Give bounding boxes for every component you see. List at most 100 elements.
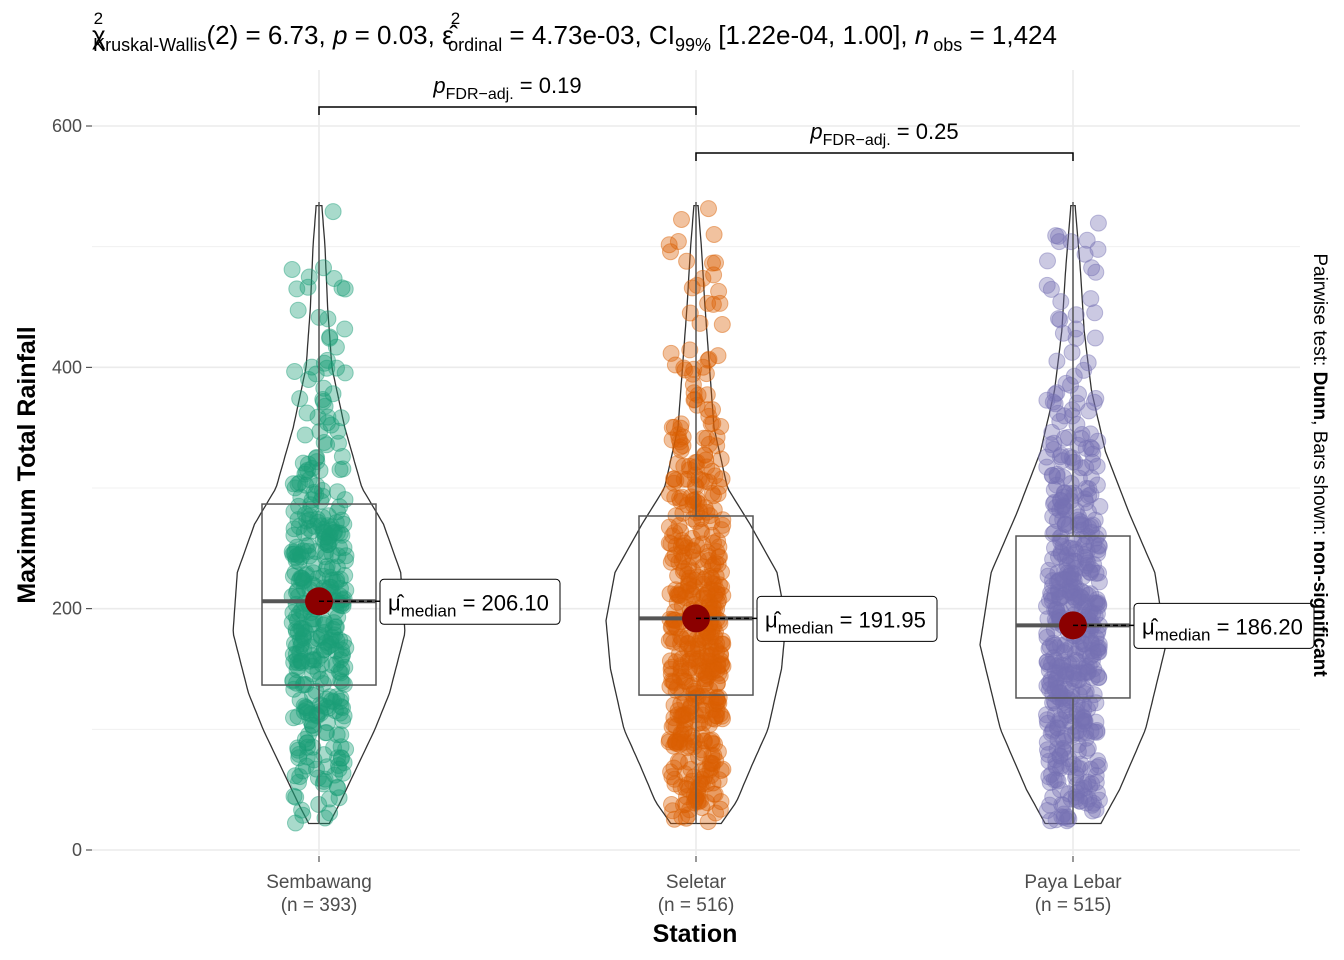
data-point [1046, 706, 1064, 724]
data-point [1053, 796, 1071, 814]
data-point [1082, 486, 1100, 504]
data-point [1089, 432, 1107, 450]
data-point [304, 651, 322, 669]
data-point [699, 547, 717, 565]
data-point [1050, 227, 1067, 245]
data-point [1058, 706, 1076, 724]
data-point [1054, 741, 1072, 759]
data-point [1075, 709, 1092, 727]
data-point [1052, 759, 1070, 777]
data-point [304, 647, 322, 665]
data-point [1082, 722, 1100, 740]
data-point [292, 654, 310, 672]
data-point [1052, 711, 1070, 729]
data-point [1054, 687, 1072, 705]
data-point [703, 759, 721, 776]
data-point [305, 555, 323, 573]
data-point [673, 552, 691, 570]
data-point [1055, 587, 1073, 605]
data-point [1078, 742, 1096, 760]
data-point [1088, 722, 1106, 739]
data-point [284, 567, 302, 585]
data-point [700, 435, 718, 453]
data-point [299, 461, 317, 479]
data-point [1083, 634, 1100, 652]
data-point [690, 470, 708, 488]
data-point [698, 775, 716, 793]
data-point [1076, 245, 1094, 263]
data-point [708, 543, 726, 560]
data-point [693, 799, 711, 817]
data-point [1054, 796, 1072, 814]
data-point [288, 651, 306, 669]
data-point [294, 806, 312, 824]
data-point [328, 571, 346, 589]
data-point [1053, 808, 1071, 826]
data-point [696, 632, 714, 650]
data-point [711, 800, 729, 818]
data-point [713, 632, 731, 650]
data-point [666, 356, 684, 374]
data-point [1044, 577, 1061, 595]
data-point [1063, 655, 1081, 673]
data-point [688, 396, 706, 414]
median-value: = 191.95 [833, 607, 925, 632]
data-point [1038, 458, 1056, 476]
data-point [1048, 512, 1066, 530]
data-point [675, 548, 693, 566]
data-point [324, 656, 341, 674]
data-point [665, 696, 683, 714]
data-point [663, 658, 681, 676]
data-point [1049, 731, 1067, 748]
data-point [331, 524, 349, 542]
data-point [309, 570, 327, 587]
data-point [336, 658, 354, 676]
data-point [331, 631, 349, 649]
data-point [1082, 517, 1100, 535]
data-point [1063, 401, 1081, 419]
data-point [287, 645, 305, 663]
data-point [319, 517, 337, 535]
data-point [698, 584, 716, 602]
data-point [1091, 498, 1109, 515]
data-point [1039, 567, 1057, 585]
data-point [1083, 669, 1101, 687]
data-point [708, 674, 726, 692]
data-point [335, 707, 353, 725]
data-point [1081, 563, 1099, 581]
data-point [1067, 790, 1085, 808]
data-point [1063, 707, 1081, 725]
data-point [694, 558, 712, 576]
data-point [303, 522, 321, 540]
data-point [1090, 564, 1107, 582]
data-point [660, 632, 678, 650]
data-point [290, 553, 308, 571]
data-point [1074, 664, 1092, 682]
data-point [305, 651, 323, 669]
y-tick-label: 600 [52, 116, 82, 136]
data-point [1051, 747, 1069, 765]
data-point [323, 571, 341, 589]
data-point [315, 259, 332, 277]
data-point [330, 760, 348, 778]
data-point [1066, 579, 1083, 597]
data-point [329, 503, 346, 521]
data-point [328, 483, 346, 501]
data-point [337, 740, 355, 758]
data-point [1050, 583, 1067, 601]
median-label: μ̂median = 186.20 [1142, 614, 1303, 644]
data-point [1075, 537, 1093, 555]
data-point [1048, 601, 1065, 619]
data-point [711, 548, 728, 566]
data-point [308, 453, 326, 471]
data-point [1058, 581, 1076, 599]
data-point [1063, 682, 1081, 700]
data-point [704, 659, 722, 677]
data-point [700, 407, 718, 425]
data-point [1089, 752, 1107, 770]
data-point [686, 731, 704, 749]
data-point [331, 498, 349, 516]
data-point [672, 707, 690, 725]
data-point [689, 779, 707, 797]
data-point [290, 745, 308, 763]
